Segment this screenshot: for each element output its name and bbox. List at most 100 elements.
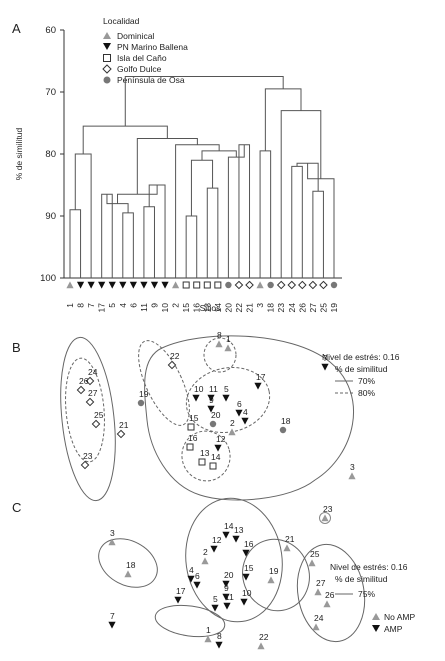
- site-b-label-10: 10: [194, 384, 204, 394]
- branch-n18: [74, 153, 92, 278]
- y-tick-80: 80: [45, 149, 56, 160]
- site-c-marker-1: [204, 635, 212, 643]
- site-c-label-17: 17: [176, 586, 186, 596]
- site-c-marker-21: [283, 544, 291, 552]
- y-tick-100: 100: [40, 273, 56, 284]
- branch-n4: [69, 209, 82, 278]
- site-b-marker-14: [209, 462, 217, 470]
- site-c-marker-14: [222, 531, 230, 539]
- branch-n19: [82, 125, 168, 154]
- nmds-b-groupings: [60, 335, 354, 502]
- site-c-marker-20: [222, 580, 230, 588]
- branch-n3: [143, 206, 155, 278]
- site-c-marker-12: [210, 545, 218, 553]
- site-b-label-7: 7: [323, 353, 328, 363]
- site-b-label-17: 17: [256, 372, 266, 382]
- y-tick-90: 90: [45, 211, 56, 222]
- leaf-marker-19: [330, 281, 338, 289]
- legend-amp: AMP: [384, 624, 403, 634]
- branch-n8: [312, 190, 324, 278]
- leaf-marker-21: [245, 280, 254, 290]
- leaf-marker-8: [76, 281, 85, 289]
- triangle-up-gray-icon: [103, 32, 111, 39]
- panel-a-letter: A: [12, 21, 21, 36]
- leaf-marker-14: [214, 281, 222, 289]
- site-c-marker-23: [321, 514, 329, 522]
- site-b-label-27: 27: [88, 388, 98, 398]
- site-b-marker-16: [186, 443, 194, 451]
- leaf-marker-3: [256, 281, 264, 289]
- site-b-marker-1: [224, 344, 232, 352]
- site-c-label-21: 21: [285, 534, 295, 544]
- branch-n7: [291, 165, 303, 278]
- site-c-marker-5: [211, 604, 219, 612]
- site-c-marker-10: [240, 598, 248, 606]
- leaf-marker-4: [119, 281, 127, 289]
- leaf-marker-24: [287, 280, 297, 290]
- site-c-marker-24: [312, 623, 320, 631]
- site-b-marker-15: [187, 423, 195, 431]
- leaf-marker-23: [276, 280, 286, 290]
- site-b-label-21: 21: [119, 420, 129, 430]
- diamond-open-icon: [102, 64, 112, 74]
- site-c-marker-13: [232, 535, 240, 543]
- stress-label-b: Nivel de estrés: 0.16: [322, 352, 400, 362]
- branch-n6: [206, 187, 219, 278]
- leaf-label-18: 18: [266, 303, 276, 313]
- site-b-marker-25: [91, 419, 101, 429]
- dendrogram-y-label: % de similitud: [14, 128, 24, 181]
- site-b-marker-19: [137, 399, 145, 407]
- legend-item-golfo: Golfo Dulce: [117, 64, 162, 74]
- nmds-c-groupings: [98, 497, 366, 643]
- no-amp-triangle-icon: [372, 613, 380, 620]
- site-b-marker-27: [85, 397, 95, 407]
- leaf-label-24: 24: [287, 303, 297, 313]
- leaf-label-23: 23: [276, 303, 286, 313]
- site-b-label-13: 13: [200, 448, 210, 458]
- site-b-label-12: 12: [216, 434, 226, 444]
- site-c-label-19: 19: [269, 566, 279, 576]
- branch-n5: [185, 215, 198, 278]
- site-b-label-9: 9: [209, 395, 214, 405]
- site-b-label-5: 5: [224, 384, 229, 394]
- site-c-label-4: 4: [189, 565, 194, 575]
- leaf-label-26: 26: [297, 303, 307, 313]
- leaf-marker-27: [308, 280, 318, 290]
- leaf-label-6: 6: [128, 303, 138, 308]
- site-c-marker-8: [215, 641, 223, 649]
- dendrogram-branches: [69, 76, 335, 278]
- site-b-label-20: 20: [211, 410, 221, 420]
- site-b-label-2: 2: [230, 418, 235, 428]
- site-c-marker-19: [267, 576, 275, 584]
- panel-c-letter: C: [12, 500, 21, 515]
- panel-b-letter: B: [12, 340, 21, 355]
- site-b-marker-10: [192, 394, 200, 402]
- leaf-label-10: 10: [160, 303, 170, 313]
- leaf-label-4: 4: [118, 303, 128, 308]
- legend-75-label: 75%: [358, 589, 375, 599]
- leaf-label-15: 15: [181, 303, 191, 313]
- branch-n25: [124, 76, 284, 127]
- site-b-marker-4: [241, 417, 249, 425]
- site-b-marker-5: [222, 394, 230, 402]
- leaf-label-14: 14: [213, 303, 223, 313]
- site-c-label-10: 10: [242, 588, 252, 598]
- site-b-label-24: 24: [88, 367, 98, 377]
- site-c-label-11: 11: [225, 592, 234, 602]
- site-c-marker-22: [257, 642, 265, 650]
- site-b-marker-8: [215, 340, 223, 348]
- branch-n20: [259, 150, 272, 278]
- square-open-icon: [103, 54, 111, 62]
- leaf-marker-7: [87, 281, 95, 289]
- leaf-marker-11: [140, 281, 148, 289]
- y-tick-60: 60: [45, 25, 56, 36]
- leaf-label-13: 13: [202, 303, 212, 313]
- leaf-label-9: 9: [149, 303, 159, 308]
- similarity-label-b: % de similitud: [335, 364, 388, 374]
- site-b-marker-24: [85, 376, 95, 386]
- branch-n15: [201, 150, 237, 161]
- site-c-marker-16: [242, 549, 250, 557]
- site-b-marker-22: [167, 360, 177, 370]
